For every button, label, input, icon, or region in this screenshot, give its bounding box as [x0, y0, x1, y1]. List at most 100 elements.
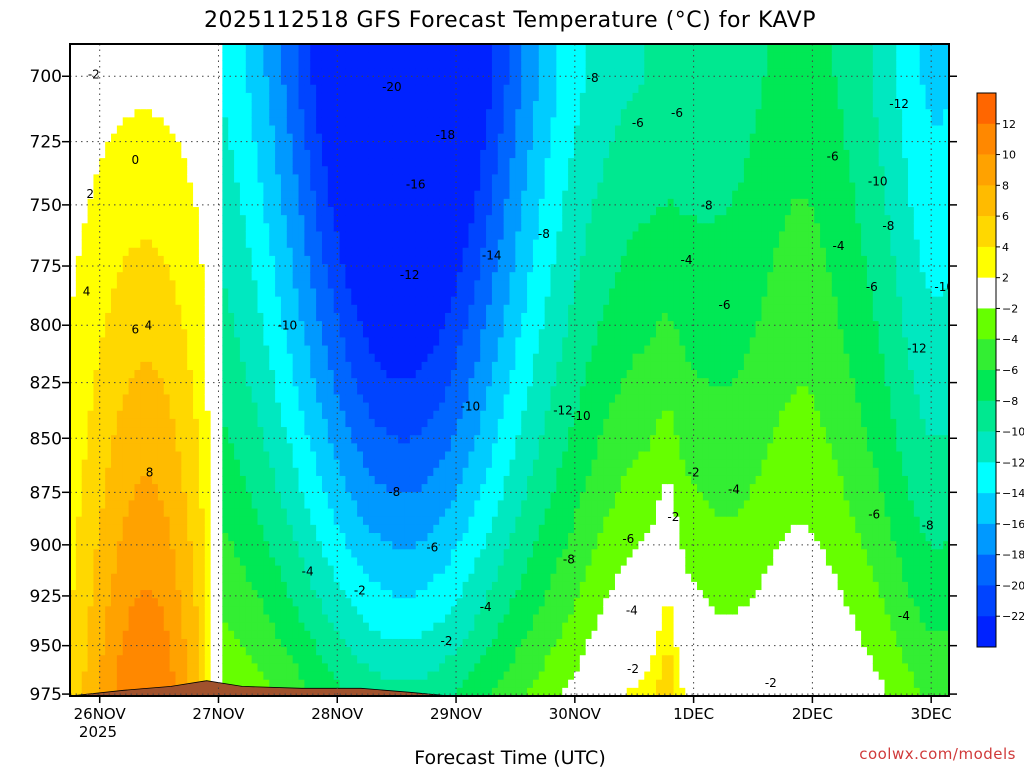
field-cell	[75, 663, 83, 673]
field-cell	[269, 190, 276, 200]
field-cell	[116, 361, 124, 371]
field-cell	[380, 337, 388, 347]
field-cell	[251, 288, 259, 298]
field-cell	[198, 581, 206, 591]
field-cell	[87, 133, 95, 143]
field-cell	[257, 630, 264, 640]
field-cell	[93, 125, 100, 135]
field-cell	[292, 638, 300, 648]
field-cell	[251, 280, 259, 290]
field-cell	[298, 500, 305, 510]
field-cell	[368, 549, 376, 559]
field-cell	[134, 647, 141, 656]
field-cell	[433, 182, 440, 192]
field-cell	[169, 223, 177, 233]
field-cell	[398, 231, 405, 241]
field-cell	[298, 125, 305, 135]
field-cell	[99, 280, 106, 290]
field-cell	[234, 516, 241, 526]
field-cell	[433, 125, 440, 135]
field-cell	[122, 288, 130, 298]
field-cell	[409, 149, 417, 159]
field-cell	[427, 182, 434, 192]
field-cell	[175, 264, 182, 273]
field-cell	[128, 329, 136, 338]
field-cell	[239, 638, 247, 648]
field-cell	[116, 92, 124, 102]
field-cell	[70, 500, 77, 510]
field-cell	[339, 312, 347, 322]
field-cell	[122, 598, 130, 607]
field-cell	[421, 133, 429, 143]
field-cell	[427, 198, 434, 208]
field-cell	[345, 647, 352, 656]
field-cell	[327, 541, 335, 550]
field-cell	[321, 44, 329, 53]
field-cell	[427, 402, 434, 412]
field-cell	[157, 255, 165, 265]
field-cell	[210, 451, 218, 461]
field-cell	[222, 76, 229, 86]
field-cell	[404, 467, 411, 477]
field-cell	[392, 174, 399, 184]
field-cell	[111, 264, 118, 273]
field-cell	[163, 44, 171, 53]
field-cell	[263, 418, 270, 428]
field-cell	[128, 52, 136, 61]
field-cell	[368, 125, 376, 135]
field-cell	[210, 92, 218, 102]
field-cell	[345, 117, 352, 127]
field-cell	[163, 508, 171, 518]
field-cell	[140, 606, 147, 616]
field-cell	[116, 166, 124, 175]
field-cell	[415, 92, 423, 102]
field-cell	[263, 337, 270, 347]
field-cell	[421, 76, 429, 86]
field-cell	[239, 345, 247, 355]
field-cell	[263, 239, 270, 249]
field-cell	[70, 606, 77, 616]
field-cell	[163, 598, 171, 607]
field-cell	[404, 435, 411, 444]
field-cell	[234, 508, 241, 518]
field-cell	[316, 475, 323, 485]
field-cell	[380, 671, 388, 681]
field-cell	[193, 533, 200, 542]
field-cell	[368, 117, 376, 127]
field-cell	[392, 467, 399, 477]
field-cell	[427, 378, 434, 387]
field-cell	[310, 492, 317, 501]
field-cell	[228, 264, 235, 273]
field-cell	[116, 655, 124, 664]
field-cell	[99, 606, 106, 616]
field-cell	[228, 655, 235, 664]
field-cell	[122, 467, 130, 477]
field-cell	[198, 410, 206, 420]
field-cell	[204, 524, 212, 534]
field-cell	[239, 524, 247, 534]
field-cell	[204, 508, 212, 518]
field-cell	[351, 52, 358, 61]
field-cell	[269, 386, 276, 396]
field-cell	[409, 565, 417, 575]
field-cell	[187, 239, 194, 249]
field-cell	[87, 687, 95, 696]
field-cell	[368, 133, 376, 143]
field-cell	[398, 207, 405, 216]
field-cell	[392, 614, 399, 624]
field-cell	[380, 557, 388, 567]
field-cell	[87, 614, 95, 624]
field-cell	[374, 557, 382, 567]
field-cell	[140, 508, 147, 518]
field-cell	[245, 427, 253, 436]
field-cell	[409, 239, 417, 249]
field-cell	[128, 117, 136, 127]
field-cell	[81, 402, 89, 412]
field-cell	[269, 443, 276, 453]
field-cell	[392, 353, 399, 363]
field-cell	[181, 663, 188, 673]
field-cell	[193, 280, 200, 290]
field-cell	[286, 516, 294, 526]
field-cell	[368, 475, 376, 485]
field-cell	[134, 630, 141, 640]
